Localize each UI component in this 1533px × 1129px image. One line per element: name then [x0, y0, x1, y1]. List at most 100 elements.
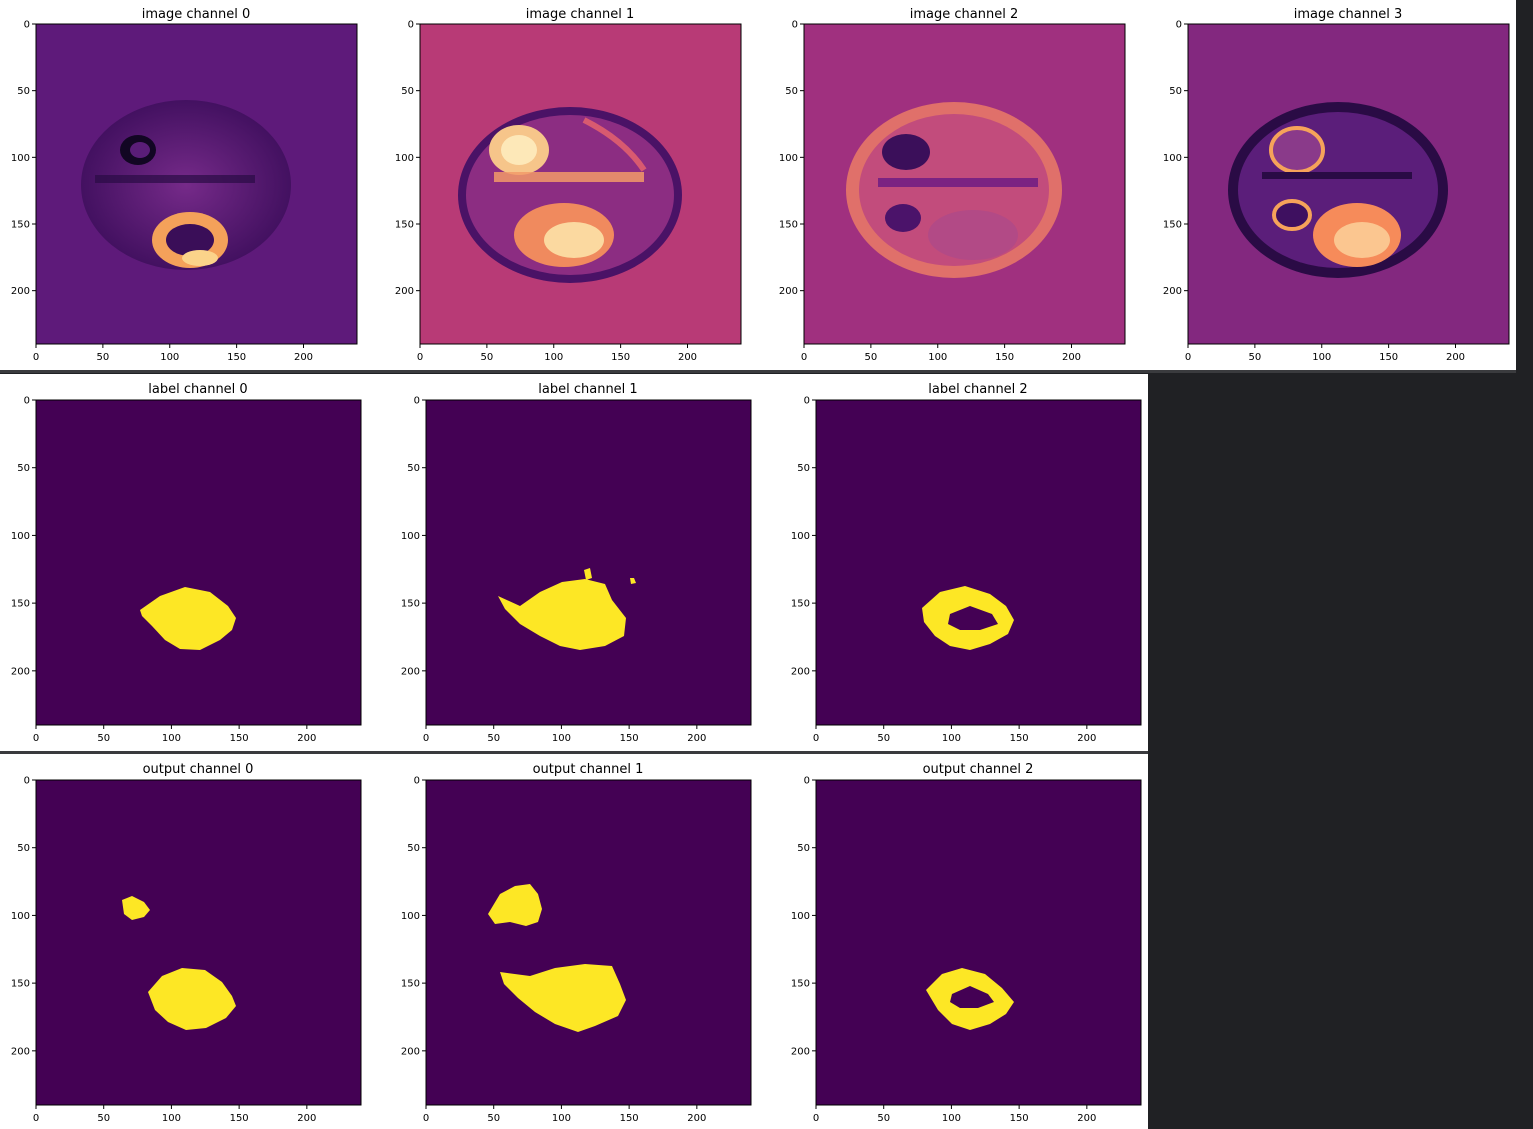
y-tick-label: 100	[791, 531, 810, 542]
x-tick-label: 50	[877, 733, 890, 744]
y-tick-label: 50	[1169, 86, 1182, 97]
y-tick-label: 200	[1163, 286, 1182, 297]
y-axis: 0 50 100 150 200	[1163, 20, 1188, 297]
image-channel-3-plot: image channel 3 0 50 100 150 200 0 50 100 150 20…	[1163, 7, 1510, 363]
y-tick-label: 100	[395, 153, 414, 164]
segmentation-mask	[140, 587, 236, 650]
row-divider	[0, 370, 1516, 373]
x-tick-label: 50	[97, 352, 110, 363]
x-tick-label: 0	[33, 733, 39, 744]
plot-frame	[815, 779, 1142, 1106]
x-tick-label: 100	[544, 352, 563, 363]
x-axis: 0 50 100 150 200	[813, 1105, 1096, 1124]
x-axis: 0 50 100 150 200	[423, 725, 706, 744]
y-tick-label: 150	[395, 220, 414, 231]
image-channel-1-plot: image channel 1 0 50 100 150 200 0 50 100 150 20…	[395, 7, 742, 363]
x-tick-label: 0	[33, 1113, 39, 1124]
x-tick-label: 0	[423, 733, 429, 744]
x-tick-label: 100	[1312, 352, 1331, 363]
y-tick-label: 200	[11, 1046, 30, 1057]
x-tick-label: 200	[1062, 352, 1081, 363]
plot-frame	[1187, 23, 1510, 345]
brain-scan	[846, 102, 1062, 278]
brain-scan	[1228, 102, 1448, 278]
y-tick-label: 150	[11, 220, 30, 231]
segmentation-mask	[498, 568, 636, 650]
y-axis: 0 50 100 150 200	[11, 776, 36, 1057]
plot-title: image channel 3	[1294, 7, 1402, 22]
segmentation-mask	[926, 968, 1014, 1030]
plot-title: output channel 1	[533, 762, 644, 777]
x-axis: 0 50 100 150 200	[1185, 344, 1465, 363]
y-tick-label: 100	[1163, 153, 1182, 164]
x-tick-label: 150	[230, 733, 249, 744]
plot-title: output channel 0	[143, 762, 254, 777]
plot-title: output channel 2	[923, 762, 1034, 777]
plot-title: label channel 2	[928, 382, 1027, 397]
x-tick-label: 150	[227, 352, 246, 363]
label-channel-2-plot: label channel 2 0 50 100 150 200 0 50 100 150 20…	[791, 382, 1142, 744]
y-axis: 0 50 100 150 200	[401, 776, 426, 1057]
y-tick-label: 150	[401, 979, 420, 990]
y-tick-label: 200	[395, 286, 414, 297]
x-axis: 0 50 100 150 200	[801, 344, 1081, 363]
x-tick-label: 50	[487, 733, 500, 744]
x-tick-label: 150	[1010, 733, 1029, 744]
x-tick-label: 100	[160, 352, 179, 363]
x-tick-label: 0	[417, 352, 423, 363]
y-tick-label: 0	[408, 20, 414, 31]
x-tick-label: 50	[1249, 352, 1262, 363]
y-tick-label: 150	[1163, 220, 1182, 231]
plot-frame	[35, 399, 362, 726]
y-tick-label: 0	[1176, 20, 1182, 31]
plot-frame	[425, 399, 752, 726]
output-channel-1-plot: output channel 1 0 50 100 150 200 0 50 100 150 2…	[401, 762, 752, 1124]
y-tick-label: 0	[414, 396, 420, 407]
x-tick-label: 150	[995, 352, 1014, 363]
output-channel-0-plot: output channel 0 0 50 100 150 200 0 50 100 150 2…	[11, 762, 362, 1124]
x-tick-label: 0	[813, 1113, 819, 1124]
y-tick-label: 150	[791, 599, 810, 610]
x-tick-label: 0	[801, 352, 807, 363]
x-tick-label: 150	[611, 352, 630, 363]
x-tick-label: 200	[1077, 1113, 1096, 1124]
brain-scan	[458, 107, 682, 283]
label-channel-1-plot: label channel 1 0 50 100 150 200 0 50 100 150 20…	[401, 382, 752, 744]
x-tick-label: 200	[687, 1113, 706, 1124]
y-tick-label: 100	[791, 911, 810, 922]
plot-title: image channel 0	[142, 7, 250, 22]
plot-title: label channel 1	[538, 382, 637, 397]
label-channel-0-plot: label channel 0 0 50 100 150 200 0 50 100 150 20…	[11, 382, 362, 744]
brain-scan	[81, 100, 291, 270]
segmentation-mask	[488, 884, 626, 1032]
x-tick-label: 200	[294, 352, 313, 363]
x-tick-label: 50	[487, 1113, 500, 1124]
segmentation-mask	[922, 586, 1014, 650]
y-tick-label: 100	[401, 911, 420, 922]
y-tick-label: 100	[11, 153, 30, 164]
y-tick-label: 50	[407, 463, 420, 474]
plot-title: label channel 0	[148, 382, 247, 397]
x-tick-label: 100	[928, 352, 947, 363]
mask-background	[816, 400, 1141, 725]
y-tick-label: 150	[791, 979, 810, 990]
mask-background	[816, 780, 1141, 1105]
y-tick-label: 200	[11, 666, 30, 677]
x-tick-label: 0	[423, 1113, 429, 1124]
x-tick-label: 200	[1446, 352, 1465, 363]
y-tick-label: 0	[24, 776, 30, 787]
segmentation-mask	[122, 896, 236, 1030]
mask-background	[36, 400, 361, 725]
y-axis: 0 50 100 150 200	[401, 396, 426, 677]
y-tick-label: 50	[17, 463, 30, 474]
x-tick-label: 0	[813, 733, 819, 744]
x-tick-label: 200	[678, 352, 697, 363]
mask-background	[426, 400, 751, 725]
x-tick-label: 50	[481, 352, 494, 363]
x-tick-label: 50	[97, 733, 110, 744]
y-tick-label: 50	[17, 843, 30, 854]
image-channel-2-plot: image channel 2 0 50 100 150 200 0 50 100 150 20…	[779, 7, 1126, 363]
y-axis: 0 50 100 150 200	[791, 776, 816, 1057]
y-tick-label: 100	[11, 531, 30, 542]
y-tick-label: 200	[791, 1046, 810, 1057]
